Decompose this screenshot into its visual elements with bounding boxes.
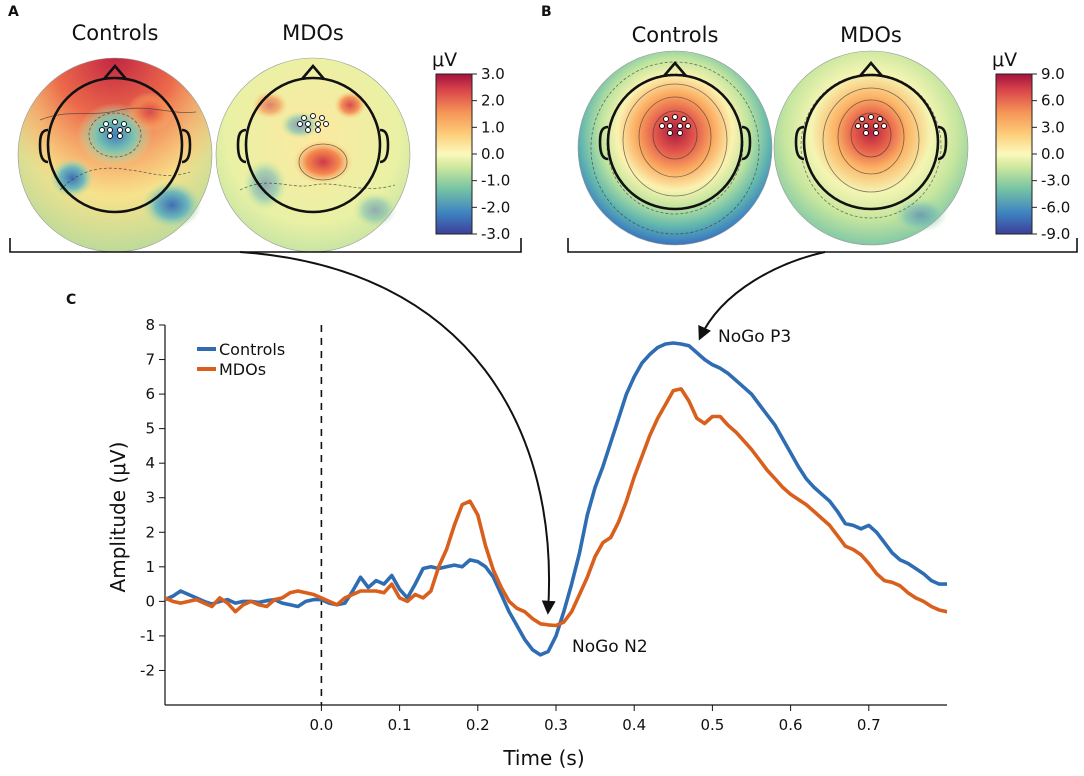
y-tick-label: 5 bbox=[145, 420, 155, 438]
y-tick-label: 2 bbox=[145, 523, 155, 541]
y-tick-label: 6 bbox=[145, 385, 155, 403]
colorbar-a-tick-label: 3.0 bbox=[481, 65, 505, 83]
colorbar-b-tick-label: 9.0 bbox=[1041, 65, 1065, 83]
head-outline-icon bbox=[598, 60, 752, 211]
colorbar-b-tick-label: -6.0 bbox=[1041, 198, 1070, 216]
y-tick-label: -1 bbox=[140, 627, 155, 645]
electrode-cluster bbox=[297, 113, 329, 133]
colorbar-a-tick-label: -1.0 bbox=[481, 172, 510, 190]
y-tick-label: 1 bbox=[145, 558, 155, 576]
series-line-mdos bbox=[165, 387, 947, 628]
legend-label-mdos: MDOs bbox=[219, 360, 266, 379]
series-line-controls bbox=[165, 341, 947, 657]
bracket-a bbox=[9, 238, 522, 253]
electrode-cluster bbox=[659, 114, 691, 136]
colorbar-b-tick-label: 0.0 bbox=[1041, 145, 1065, 163]
y-tick-label: -2 bbox=[140, 661, 155, 679]
x-tick-label: 0.5 bbox=[700, 716, 724, 734]
topomap-title-b-mdos: MDOs bbox=[840, 23, 902, 47]
electrode-cluster bbox=[99, 119, 131, 139]
x-axis-label: Time (s) bbox=[502, 746, 584, 770]
colorbar-b-unit: μV bbox=[992, 49, 1017, 71]
arrow-to-p3 bbox=[698, 251, 826, 341]
x-tick-label: 0.6 bbox=[779, 716, 803, 734]
y-tick-label: 3 bbox=[145, 489, 155, 507]
electrode-cluster bbox=[855, 114, 887, 136]
colorbar-a: μV 3.0 2.0 1.0 0.0 -1.0 -2.0 -3.0 bbox=[432, 49, 510, 243]
panel-letter-c: C bbox=[66, 292, 76, 308]
colorbar-a-tick-label: -2.0 bbox=[481, 198, 510, 216]
legend-label-controls: Controls bbox=[219, 340, 285, 359]
arrow-to-n2 bbox=[239, 251, 556, 615]
panel-letter-a: A bbox=[8, 4, 19, 20]
x-tick-label: 0.4 bbox=[622, 716, 646, 734]
colorbar-a-tick-label: 2.0 bbox=[481, 92, 505, 110]
y-tick-label: 8 bbox=[145, 316, 155, 334]
head-outline-icon bbox=[38, 63, 192, 214]
x-tick-label: 0.3 bbox=[544, 716, 568, 734]
colorbar-b-tick-label: -3.0 bbox=[1041, 172, 1070, 190]
x-tick-label: 0.2 bbox=[466, 716, 490, 734]
topomap-a-controls: Controls bbox=[17, 21, 213, 253]
colorbar-b-tick-label: -9.0 bbox=[1041, 225, 1070, 243]
erp-chart: 8 7 6 5 4 3 2 1 0 -1 -2 0.0 0.1 0.2 0.3 0.4 0.5 0.6 0.7 A… bbox=[106, 316, 947, 770]
legend: Controls MDOs bbox=[197, 340, 285, 379]
colorbar-a-unit: μV bbox=[432, 49, 457, 71]
topomap-title-a-controls: Controls bbox=[72, 21, 159, 45]
colorbar-b-tick-label: 6.0 bbox=[1041, 92, 1065, 110]
colorbar-a-tick-label: 0.0 bbox=[481, 145, 505, 163]
annotation-nogo-p3: NoGo P3 bbox=[718, 327, 791, 347]
colorbar-b: μV 9.0 6.0 3.0 0.0 -3.0 -6.0 -9.0 bbox=[992, 49, 1070, 243]
topomap-title-a-mdos: MDOs bbox=[282, 21, 344, 45]
colorbar-b-tick-label: 3.0 bbox=[1041, 118, 1065, 136]
head-outline-icon bbox=[236, 63, 390, 214]
colorbar-a-tick-label: -3.0 bbox=[481, 225, 510, 243]
topomap-b-mdos: MDOs bbox=[773, 23, 969, 246]
topomap-title-b-controls: Controls bbox=[632, 23, 719, 47]
annotation-nogo-n2: NoGo N2 bbox=[572, 637, 648, 657]
topomap-b-controls: Controls bbox=[577, 23, 773, 246]
y-axis-label: Amplitude (μV) bbox=[106, 442, 130, 593]
panel-letter-b: B bbox=[541, 4, 552, 20]
y-tick-label: 0 bbox=[145, 592, 155, 610]
x-tick-label: 0.0 bbox=[309, 716, 333, 734]
y-tick-label: 4 bbox=[145, 454, 155, 472]
y-tick-label: 7 bbox=[145, 351, 155, 369]
colorbar-a-tick-label: 1.0 bbox=[481, 118, 505, 136]
head-outline-icon bbox=[794, 60, 948, 211]
topomap-a-mdos: MDOs bbox=[215, 21, 411, 253]
x-tick-label: 0.7 bbox=[857, 716, 881, 734]
x-tick-label: 0.1 bbox=[388, 716, 412, 734]
